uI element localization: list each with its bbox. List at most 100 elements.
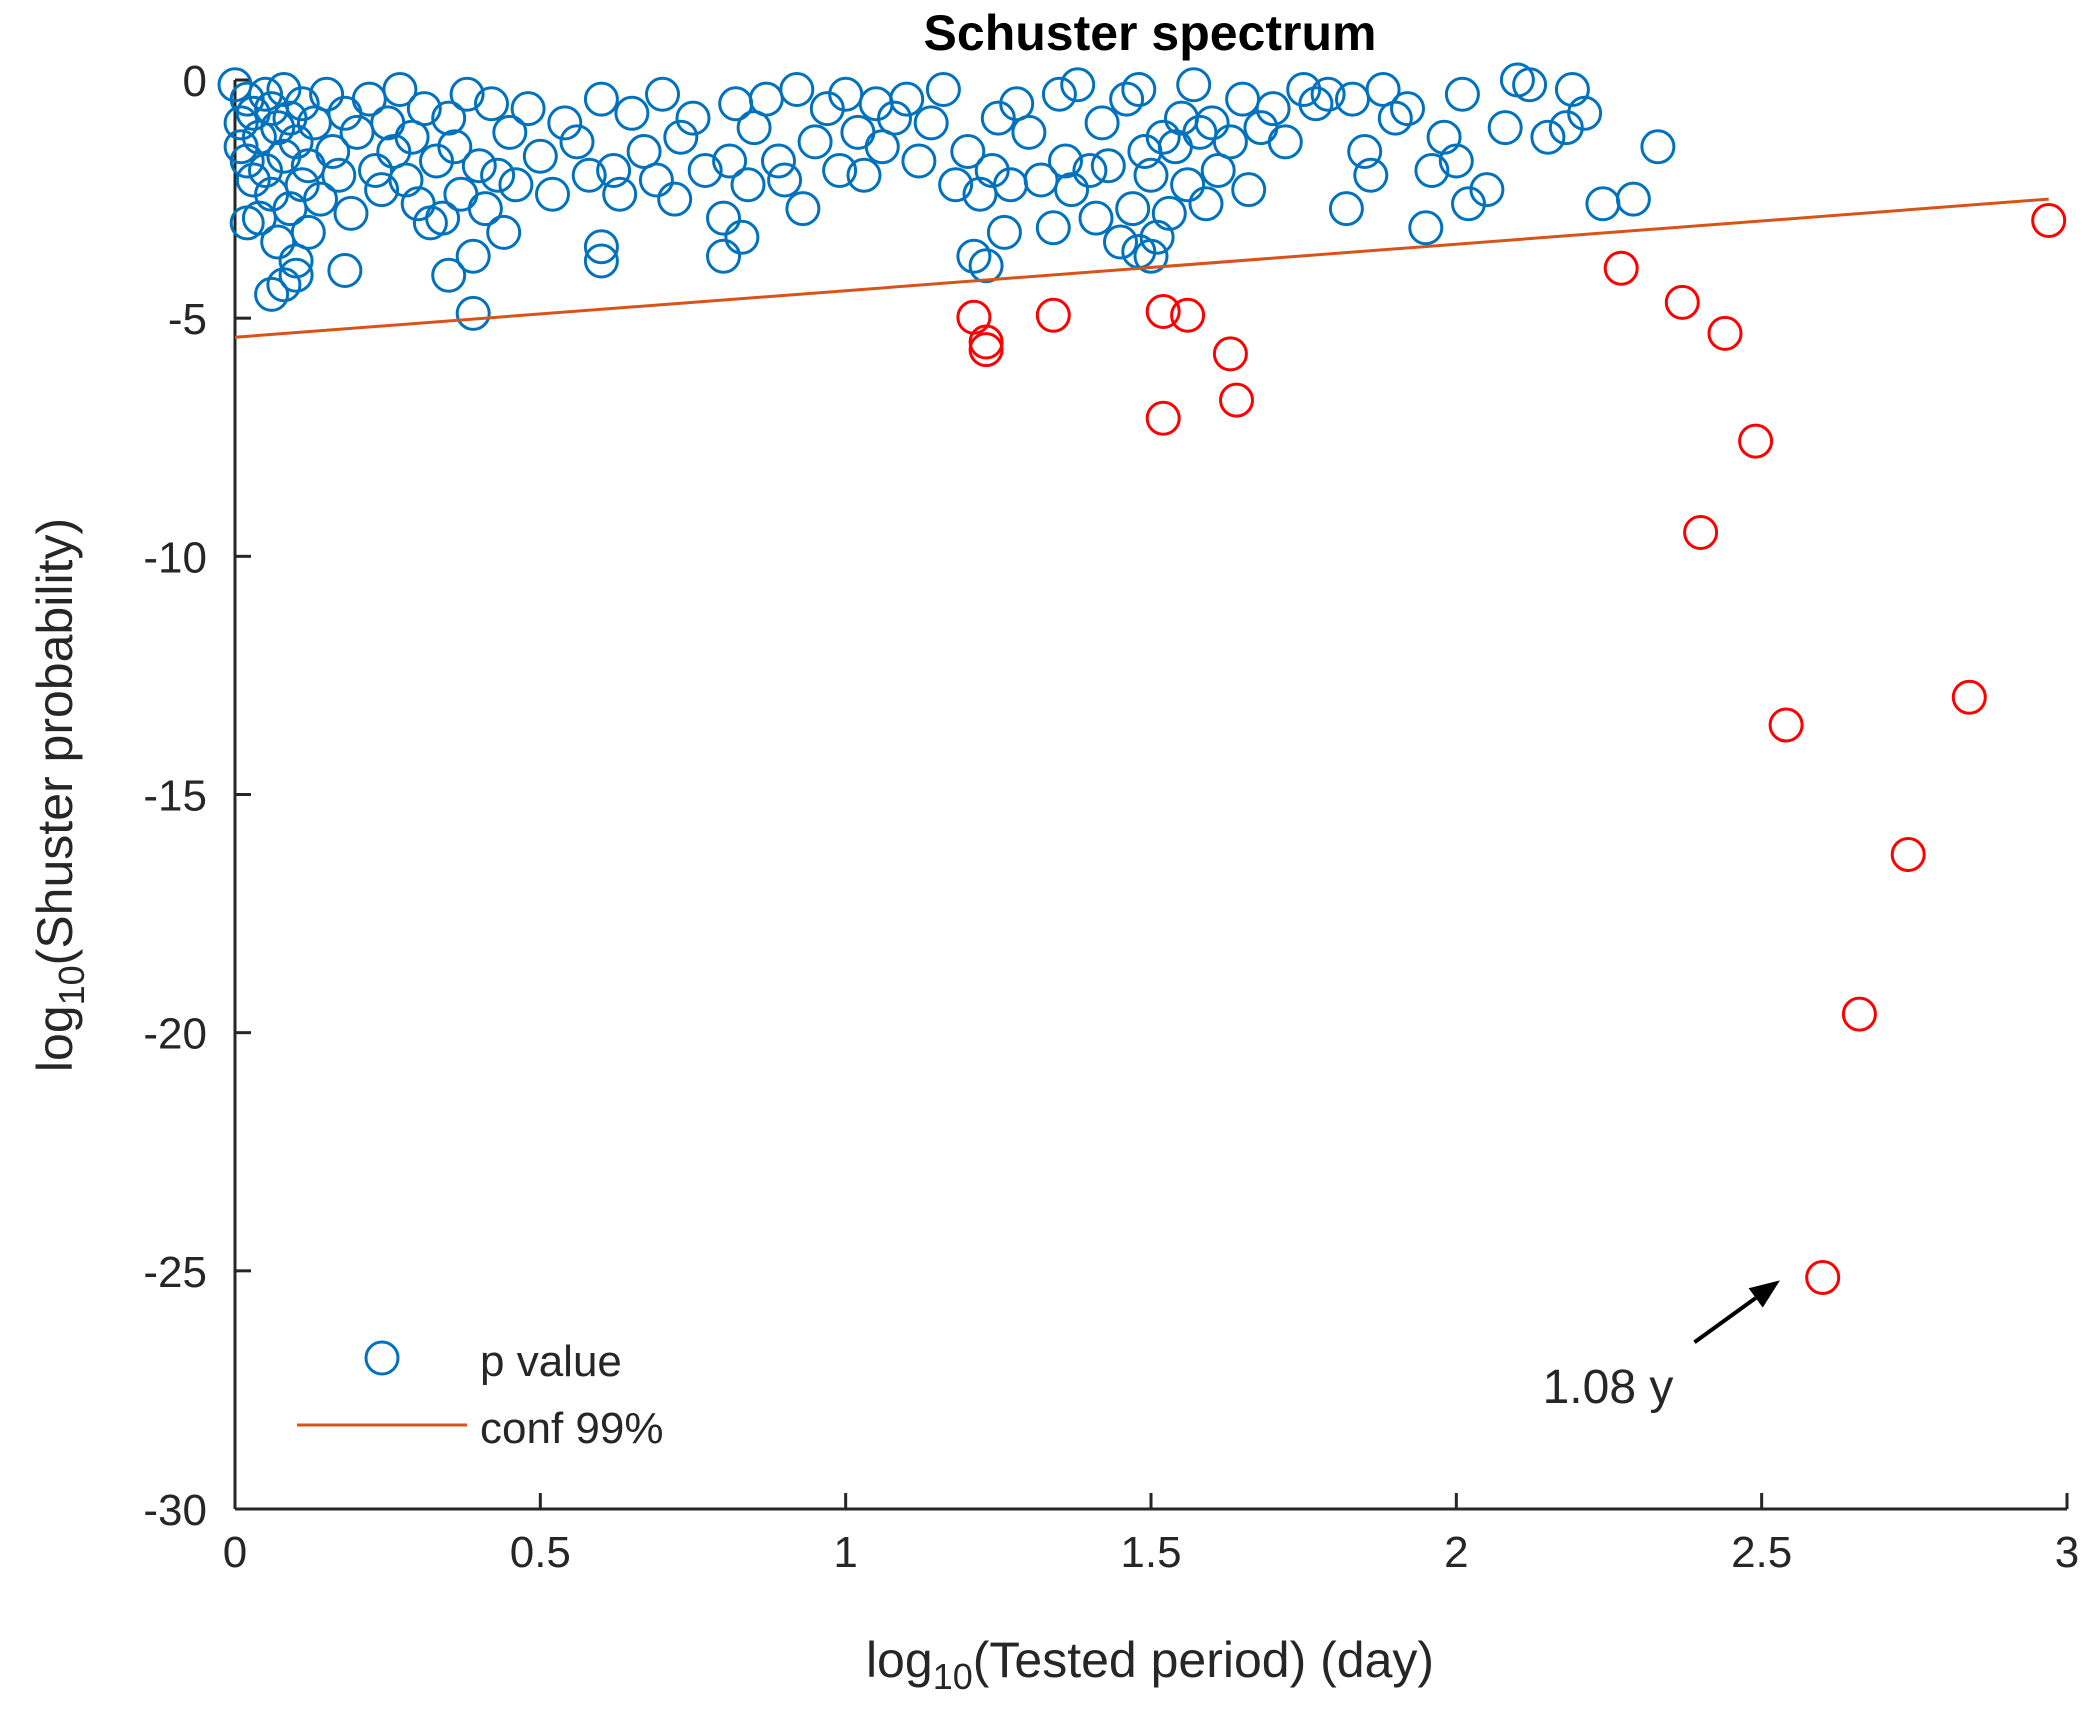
data-point xyxy=(419,143,454,179)
data-point xyxy=(761,143,796,179)
data-point xyxy=(1255,91,1291,127)
data-point xyxy=(1133,238,1169,274)
data-point xyxy=(266,267,302,303)
data-point xyxy=(406,91,442,127)
y-axis-label: log10(Shuster probability) xyxy=(27,518,92,1072)
y-axis-label-prefix: log xyxy=(27,1005,83,1072)
y-tick-label: -20 xyxy=(143,1010,207,1059)
data-point xyxy=(1585,186,1621,222)
data-point xyxy=(583,229,619,265)
x-axis-label-sub: 10 xyxy=(933,1656,973,1697)
data-point xyxy=(382,72,418,107)
data-point xyxy=(1426,119,1462,155)
data-point xyxy=(846,157,882,193)
data-point xyxy=(974,153,1010,188)
data-point xyxy=(290,214,326,250)
data-point xyxy=(284,86,320,122)
y-tick-label: -25 xyxy=(143,1248,207,1297)
data-point xyxy=(571,157,607,193)
data-point xyxy=(1054,172,1090,208)
x-tick-label: 2.5 xyxy=(1731,1528,1792,1577)
data-point xyxy=(474,86,509,122)
data-point xyxy=(1103,224,1138,260)
data-point xyxy=(968,248,1004,284)
data-point xyxy=(1084,105,1120,141)
data-point xyxy=(1200,153,1236,188)
data-point xyxy=(956,238,992,274)
data-point xyxy=(901,143,937,179)
data-point xyxy=(785,191,821,227)
data-point xyxy=(1554,72,1590,107)
y-axis-label-suffix: (Shuster probability) xyxy=(27,518,83,965)
data-point xyxy=(1615,181,1651,217)
data-point xyxy=(1298,86,1334,122)
data-point xyxy=(1469,172,1505,208)
data-point xyxy=(938,167,974,203)
data-point xyxy=(1188,186,1224,222)
x-tick-label: 1 xyxy=(833,1528,857,1577)
data-point xyxy=(1035,297,1071,333)
legend-marker-p-value xyxy=(364,1340,400,1376)
x-tick-label: 2 xyxy=(1444,1528,1468,1577)
data-point xyxy=(687,153,723,188)
data-point xyxy=(809,91,845,127)
data-point xyxy=(1390,91,1425,127)
data-point xyxy=(260,224,296,260)
data-point xyxy=(1139,219,1175,255)
data-point xyxy=(364,172,400,208)
data-point xyxy=(1225,81,1261,117)
data-point xyxy=(480,157,516,193)
data-point xyxy=(510,91,546,127)
data-point xyxy=(425,200,461,236)
data-point xyxy=(583,81,619,117)
data-point xyxy=(431,257,467,293)
legend-label-conf-99: conf 99% xyxy=(480,1404,663,1453)
data-point xyxy=(1060,67,1096,103)
data-point xyxy=(1231,172,1267,208)
data-point xyxy=(614,95,650,131)
data-point xyxy=(1408,210,1444,246)
confidence-line-layer xyxy=(234,197,2049,339)
data-point xyxy=(797,124,833,160)
data-point xyxy=(1072,153,1108,188)
data-point xyxy=(437,129,473,165)
y-tick-label: -10 xyxy=(143,533,207,582)
data-point xyxy=(229,205,265,241)
data-point xyxy=(675,100,711,136)
data-point xyxy=(1738,423,1774,459)
data-point xyxy=(1603,250,1639,286)
data-point xyxy=(535,176,570,212)
data-point xyxy=(1145,294,1181,329)
data-point xyxy=(1011,114,1047,150)
data-point xyxy=(602,176,638,212)
data-point xyxy=(1841,996,1877,1032)
data-point xyxy=(889,81,925,117)
x-tick-label: 0 xyxy=(223,1528,247,1577)
data-point xyxy=(663,119,699,155)
data-point xyxy=(455,295,491,331)
data-point xyxy=(1548,110,1584,146)
data-point xyxy=(626,134,662,169)
data-point xyxy=(229,143,265,179)
data-point xyxy=(1078,200,1114,236)
data-point xyxy=(486,214,522,250)
data-point xyxy=(455,238,491,274)
data-point xyxy=(840,114,876,150)
data-point xyxy=(431,100,467,136)
data-point xyxy=(968,332,1004,368)
legend: p value conf 99% xyxy=(297,1337,663,1453)
data-point xyxy=(1176,67,1212,103)
data-point xyxy=(706,238,741,274)
data-point xyxy=(498,167,534,203)
data-point xyxy=(235,162,271,198)
data-point xyxy=(1194,105,1230,141)
data-point xyxy=(254,276,290,312)
x-tick-label: 3 xyxy=(2055,1528,2079,1577)
data-point xyxy=(1145,119,1181,155)
data-point xyxy=(1365,72,1401,107)
chart-title: Schuster spectrum xyxy=(924,5,1377,61)
data-point xyxy=(986,214,1022,250)
data-point xyxy=(1151,195,1187,231)
data-point xyxy=(913,105,949,141)
